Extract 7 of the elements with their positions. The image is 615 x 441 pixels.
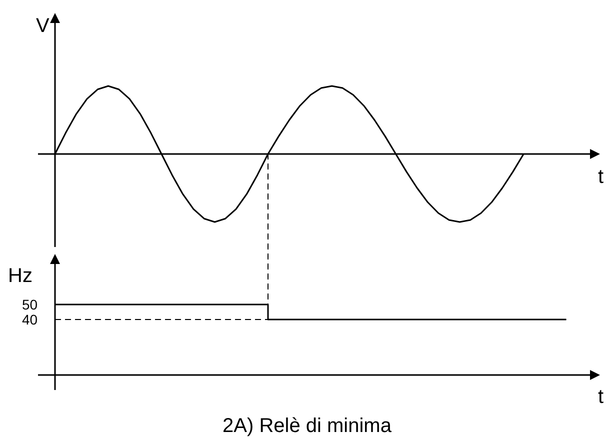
y-tick-label: 50 <box>22 296 38 312</box>
y-axis-title: V <box>36 15 50 37</box>
text: 2A) Relè di minima <box>222 415 392 437</box>
y-tick-label: 40 <box>22 311 38 328</box>
y-axis-title: Hz <box>8 265 32 287</box>
x-axis-title: t <box>598 166 604 188</box>
x-axis-title: t <box>598 386 604 408</box>
